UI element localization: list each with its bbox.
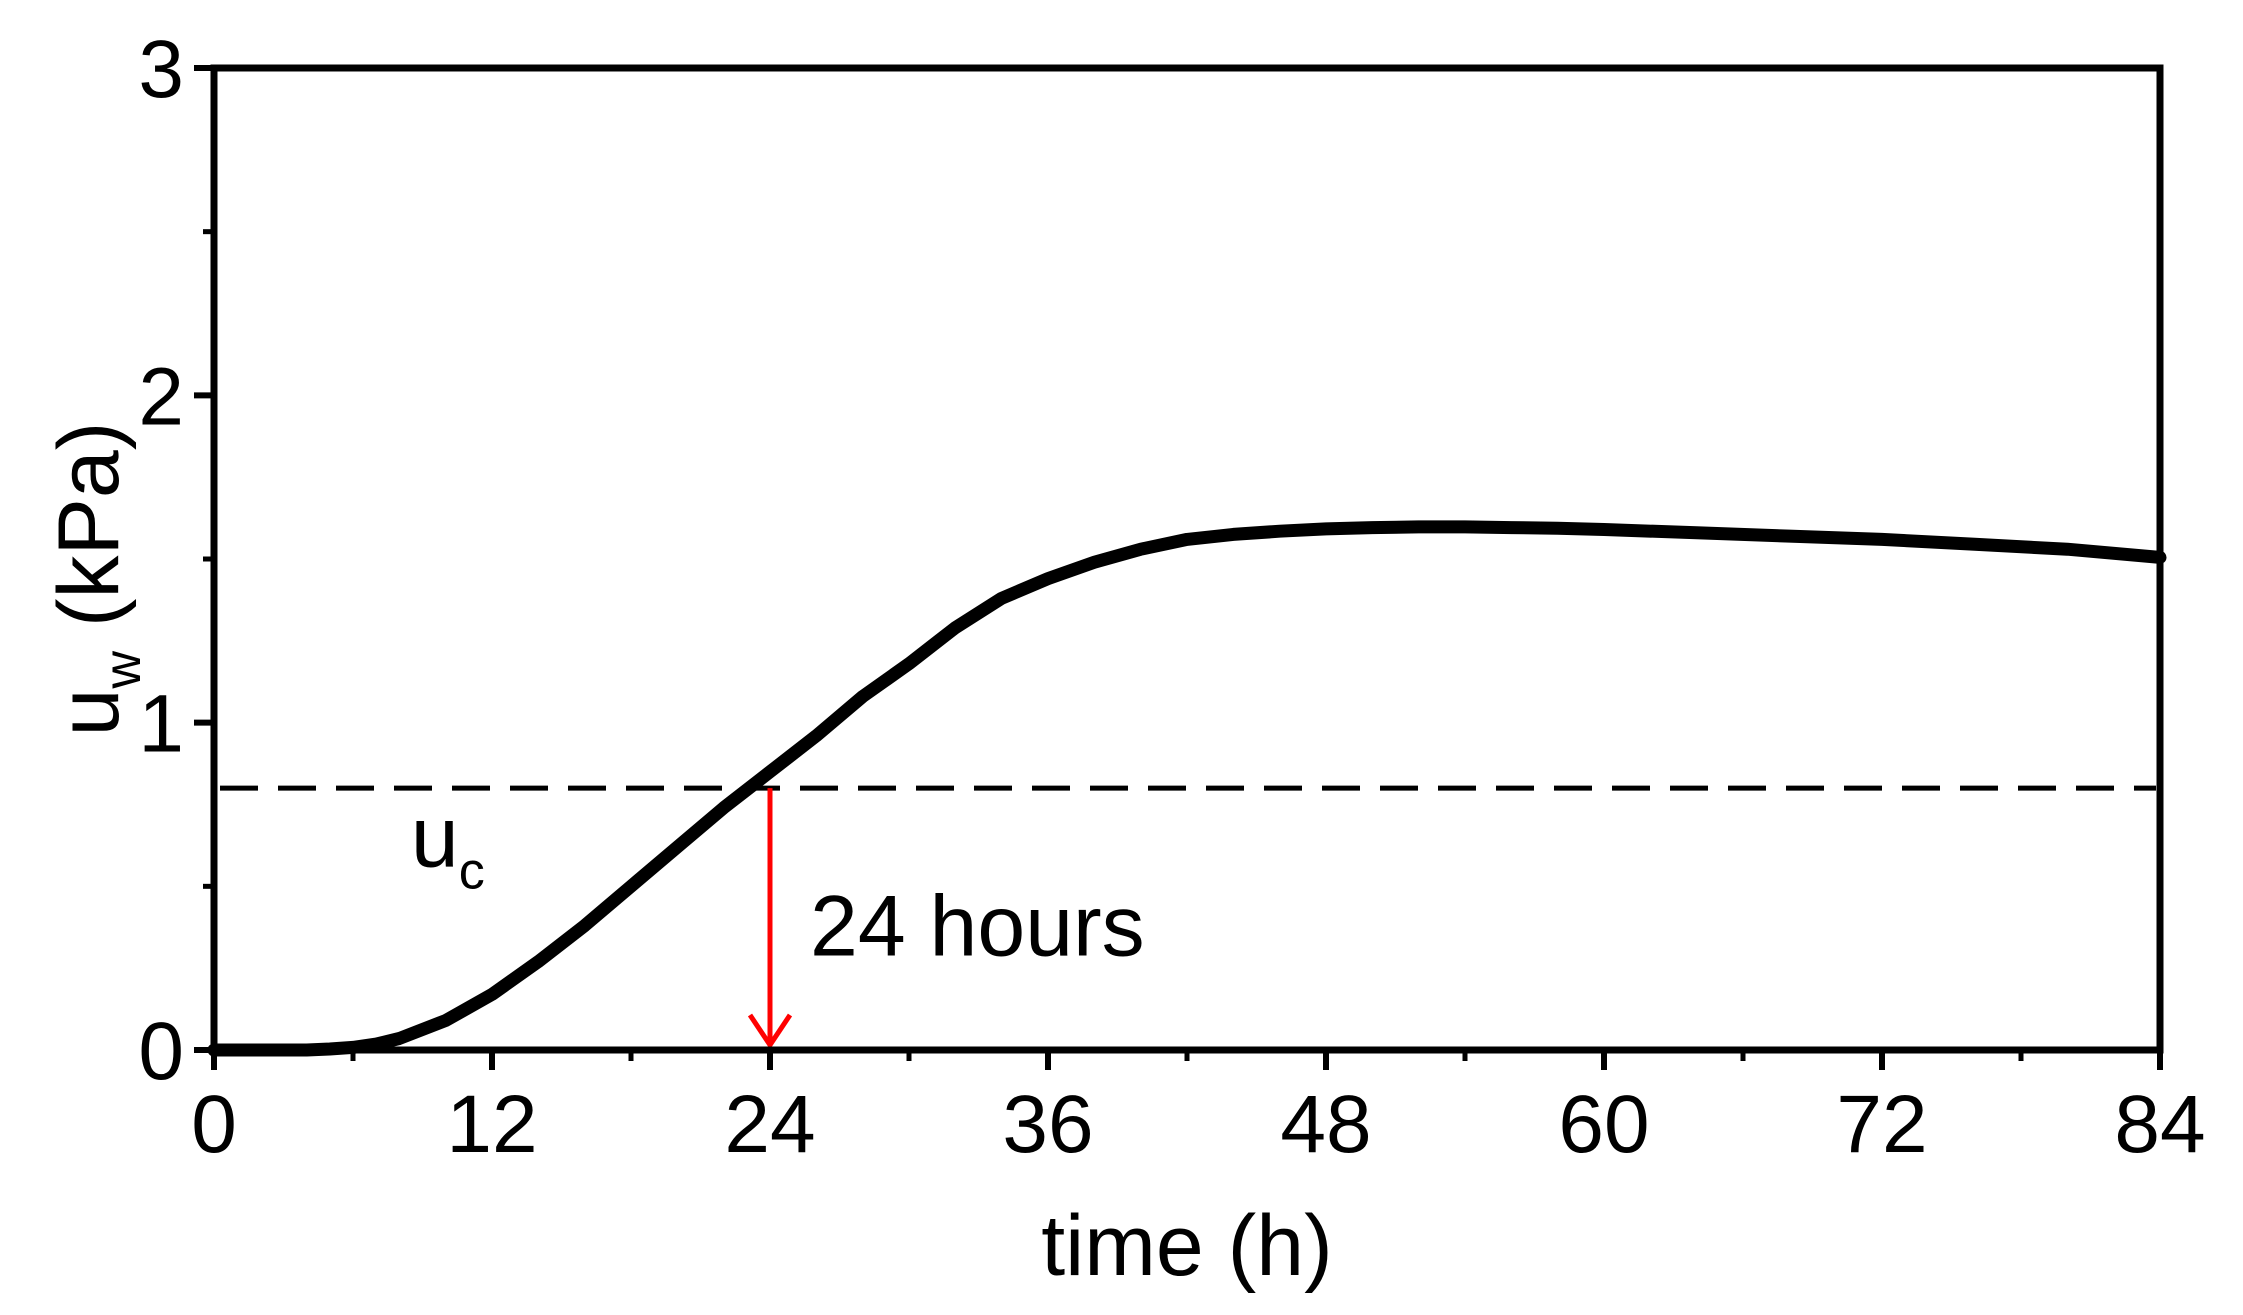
x-tick-label: 36 (1002, 1079, 1093, 1170)
y-tick-label: 3 (138, 24, 184, 115)
major-ticks (194, 65, 2163, 1070)
x-tick-labels: 0 12 24 36 48 60 72 84 (191, 1079, 2205, 1170)
x-tick-label: 0 (191, 1079, 237, 1170)
x-tick-label: 60 (1558, 1079, 1649, 1170)
x-tick-label: 12 (446, 1079, 537, 1170)
y-tick-label: 0 (138, 1006, 184, 1097)
y-axis-label-main: u (41, 689, 137, 737)
threshold-label-sub: c (459, 843, 485, 901)
x-axis-label: time (h) (1041, 1198, 1332, 1294)
arrow-label: 24 hours (810, 879, 1145, 975)
x-tick-label: 72 (1836, 1079, 1927, 1170)
x-tick-label: 84 (2114, 1079, 2205, 1170)
y-tick-labels: 0 1 2 3 (138, 24, 184, 1097)
y-axis-label: uw (kPa) (41, 422, 152, 737)
crossing-arrow (747, 788, 793, 1050)
y-tick-label: 1 (138, 679, 184, 770)
threshold-label: uc (411, 790, 485, 901)
arrow-head (747, 1013, 793, 1050)
y-axis-label-sub: w (94, 651, 152, 690)
series-line (207, 520, 2167, 1057)
x-tick-label: 24 (724, 1079, 815, 1170)
threshold-label-main: u (411, 790, 459, 886)
plot-frame (210, 64, 2164, 1054)
x-tick-label: 48 (1280, 1079, 1371, 1170)
y-axis-label-unit: (kPa) (41, 422, 137, 651)
y-tick-label: 2 (138, 351, 184, 442)
